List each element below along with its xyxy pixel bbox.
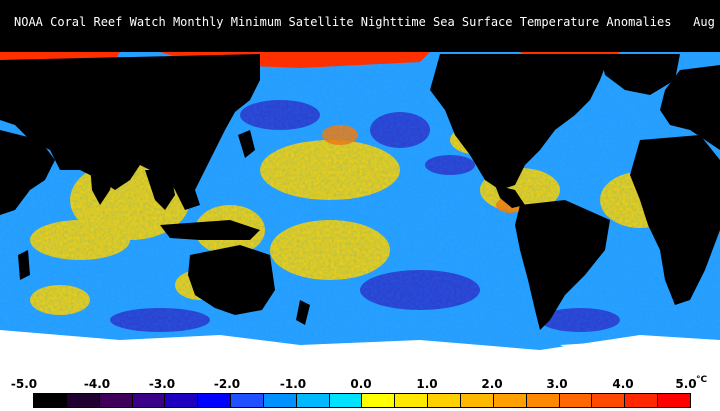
- color-swatch: [428, 394, 461, 407]
- legend-tick: 5.0: [675, 377, 697, 391]
- color-swatch: [198, 394, 232, 407]
- color-swatch: [231, 394, 264, 407]
- legend-tick: 0.0: [350, 377, 372, 391]
- legend-tick: 2.0: [481, 377, 503, 391]
- color-swatch: [165, 394, 199, 407]
- africa: [630, 135, 720, 305]
- color-swatch: [658, 394, 690, 407]
- legend-tick: -5.0: [10, 377, 38, 391]
- color-swatch: [99, 394, 133, 407]
- antarctica-land: [560, 340, 720, 365]
- greenland: [600, 54, 680, 95]
- japan: [238, 130, 255, 158]
- eurasia: [0, 54, 260, 210]
- indonesia: [160, 220, 260, 240]
- antarctica-ice: [0, 330, 720, 371]
- arctic-top: [0, 40, 720, 52]
- europe-west: [660, 65, 720, 150]
- color-swatch: [460, 394, 494, 407]
- arabia-east-africa: [0, 130, 55, 215]
- madagascar: [18, 250, 30, 280]
- color-swatch: [296, 394, 330, 407]
- legend-tick: -3.0: [148, 377, 176, 391]
- color-scale-legend: -5.0 -4.0 -3.0 -2.0 -1.0 0.0 1.0 2.0 3.0…: [0, 371, 720, 411]
- color-swatch: [329, 394, 363, 407]
- land-masses: [0, 54, 720, 330]
- india: [90, 165, 115, 205]
- australia: [188, 245, 275, 315]
- color-bar: [33, 393, 691, 408]
- legend-tick: 4.0: [612, 377, 634, 391]
- legend-tick: 3.0: [546, 377, 568, 391]
- legend-tick: -4.0: [83, 377, 111, 391]
- indochina: [145, 170, 175, 210]
- color-swatch: [34, 394, 67, 407]
- color-swatch: [66, 394, 100, 407]
- legend-tick: -1.0: [279, 377, 307, 391]
- color-swatch: [395, 394, 429, 407]
- new-zealand: [296, 300, 310, 325]
- legend-tick: -2.0: [213, 377, 241, 391]
- legend-tick: 1.0: [416, 377, 438, 391]
- color-swatch: [625, 394, 659, 407]
- north-america: [430, 54, 610, 190]
- world-map: [0, 40, 720, 371]
- central-america: [495, 185, 525, 208]
- south-america: [515, 200, 610, 330]
- color-swatch: [132, 394, 166, 407]
- title-bar: NOAA Coral Reef Watch Monthly Minimum Sa…: [0, 0, 720, 40]
- figure-title: NOAA Coral Reef Watch Monthly Minimum Sa…: [14, 15, 720, 29]
- color-swatch: [362, 394, 396, 407]
- color-swatch: [526, 394, 560, 407]
- color-swatch: [559, 394, 593, 407]
- color-swatch: [493, 394, 527, 407]
- color-swatch: [263, 394, 297, 407]
- color-swatch: [592, 394, 626, 407]
- legend-unit: °C: [696, 375, 708, 385]
